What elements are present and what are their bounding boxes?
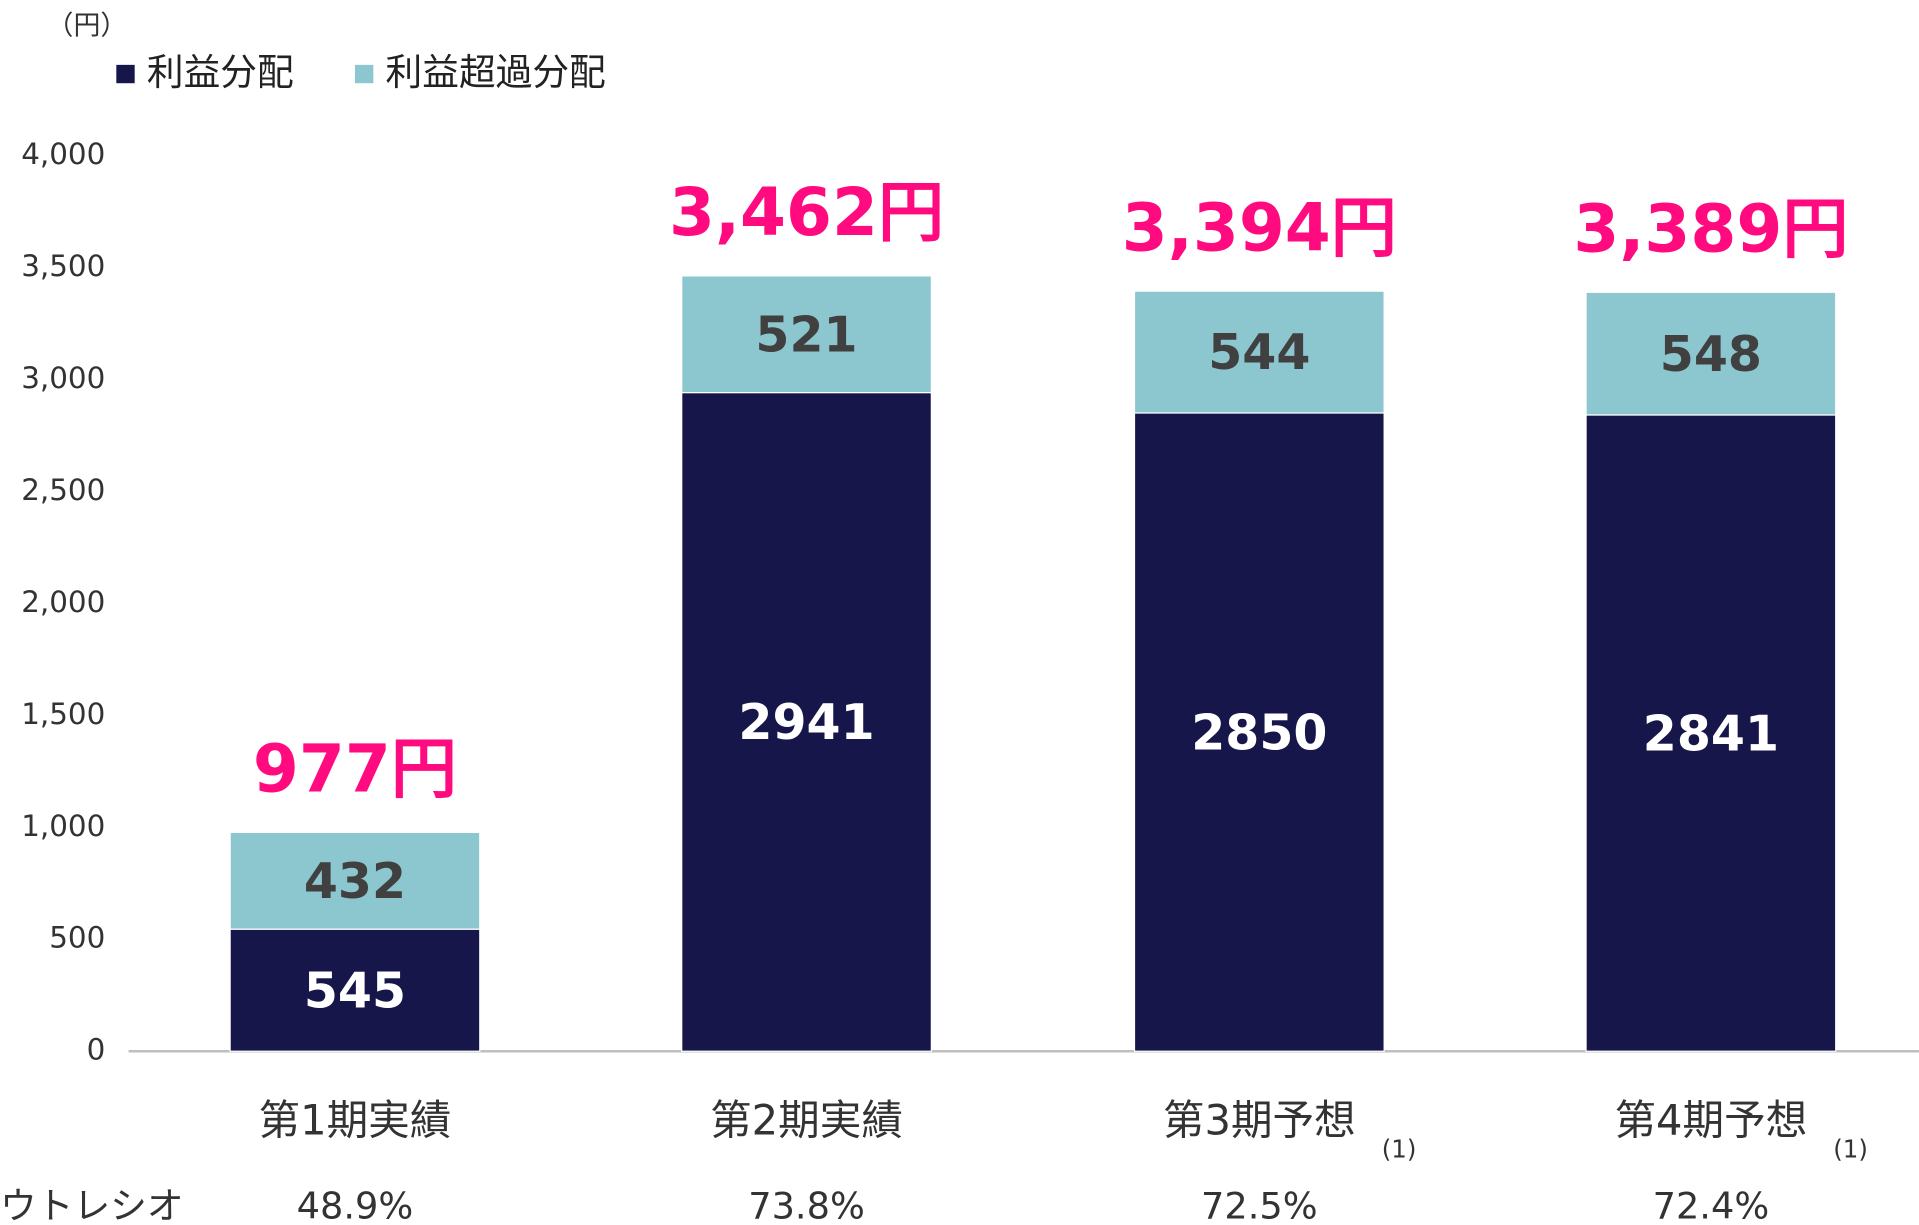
- y-unit: （円）: [47, 10, 128, 41]
- bar-segment: [229, 928, 481, 1052]
- bar-segment: [681, 275, 932, 394]
- segment-label: 545: [304, 962, 406, 1019]
- bar-segment: [1585, 414, 1837, 1052]
- ratio-value: 48.9%: [297, 1184, 414, 1225]
- bar-segment: [1585, 291, 1837, 416]
- legend-swatch: [116, 64, 135, 84]
- ratio-label: ウトレシオ: [0, 1184, 184, 1225]
- bar-segment: [229, 831, 481, 930]
- legend-swatch: [354, 64, 374, 84]
- segment-label: 2941: [738, 694, 874, 751]
- segment-label: 548: [1660, 326, 1762, 383]
- segment-label: 521: [755, 306, 857, 363]
- y-tick-label: 0: [87, 1033, 106, 1067]
- y-tick-label: 3,500: [21, 249, 105, 283]
- ratio-value: 72.4%: [1653, 1184, 1770, 1225]
- footnote-mark: (1): [1833, 1134, 1868, 1163]
- y-tick-label: 1,500: [21, 697, 105, 731]
- x-tick-label: 第4期予想: [1614, 1095, 1807, 1144]
- y-tick-label: 2,000: [21, 585, 105, 619]
- ratio-value: 72.5%: [1201, 1184, 1318, 1225]
- y-tick-label: 500: [49, 921, 105, 955]
- x-tick-label: 第2期実績: [710, 1095, 903, 1144]
- segment-label: 432: [304, 853, 406, 910]
- y-tick-label: 1,000: [21, 809, 105, 843]
- footnote-mark: (1): [1382, 1134, 1417, 1163]
- segment-label: 544: [1208, 324, 1310, 381]
- x-tick-label: 第1期実績: [259, 1095, 452, 1144]
- bar-segment: [681, 391, 932, 1052]
- legend-label: 利益分配: [147, 51, 294, 94]
- total-label: 3,462円: [669, 174, 944, 251]
- bar-segment: [1133, 412, 1385, 1052]
- x-tick-label: 第3期予想: [1163, 1095, 1356, 1144]
- total-label: 977円: [253, 731, 457, 808]
- segment-label: 2850: [1191, 704, 1327, 761]
- total-label: 3,394円: [1122, 189, 1397, 266]
- ratio-value: 73.8%: [748, 1184, 865, 1225]
- y-tick-label: 2,500: [21, 473, 105, 507]
- y-tick-label: 4,000: [21, 137, 105, 171]
- y-tick-label: 3,000: [21, 361, 105, 395]
- bar-segment: [1133, 290, 1385, 414]
- total-label: 3,389円: [1573, 191, 1848, 268]
- legend-label: 利益超過分配: [386, 51, 606, 94]
- segment-label: 2841: [1643, 705, 1779, 762]
